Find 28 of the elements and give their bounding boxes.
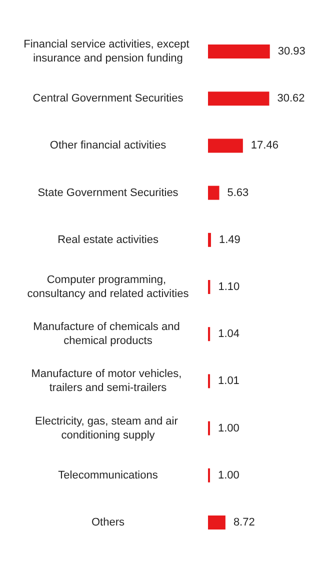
- bar: [208, 232, 211, 247]
- bar: [208, 138, 243, 153]
- data-label: 1.00: [218, 422, 240, 434]
- data-label: 30.93: [278, 46, 306, 58]
- data-label: 1.04: [218, 328, 240, 340]
- y-tick-label: Manufacture of motor vehicles, trailers and semi-trailers: [31, 368, 185, 394]
- y-tick-label: Computer programming, consultancy and related activities: [27, 274, 190, 300]
- bar: [208, 186, 220, 200]
- y-tick-label: Other financial activities: [50, 140, 167, 152]
- y-tick-label: Telecommunications: [58, 469, 158, 482]
- y-tick-label: Central Government Securities: [32, 92, 184, 105]
- data-label: 5.63: [227, 186, 249, 199]
- data-label: 1.00: [218, 469, 240, 482]
- bar: [208, 44, 270, 59]
- y-tick-label: Others: [91, 516, 126, 528]
- data-label: 1.10: [218, 281, 240, 293]
- y-tick-label: Financial service activities, except insurance and pension funding: [24, 38, 192, 65]
- data-label: 1.01: [218, 375, 240, 388]
- y-tick-label: State Government Securities: [38, 186, 179, 199]
- data-label: 1.49: [218, 234, 240, 246]
- y-tick-label: Real estate activities: [58, 234, 159, 246]
- data-label: 8.72: [233, 516, 255, 528]
- bar: [208, 515, 226, 530]
- y-tick-label: Manufacture of chemicals and chemical products: [33, 321, 183, 348]
- data-label: 17.46: [250, 140, 278, 152]
- data-label: 30.62: [277, 92, 305, 105]
- y-tick-label: Electricity, gas, steam and air conditioning supply: [35, 415, 181, 442]
- bar: [208, 92, 270, 106]
